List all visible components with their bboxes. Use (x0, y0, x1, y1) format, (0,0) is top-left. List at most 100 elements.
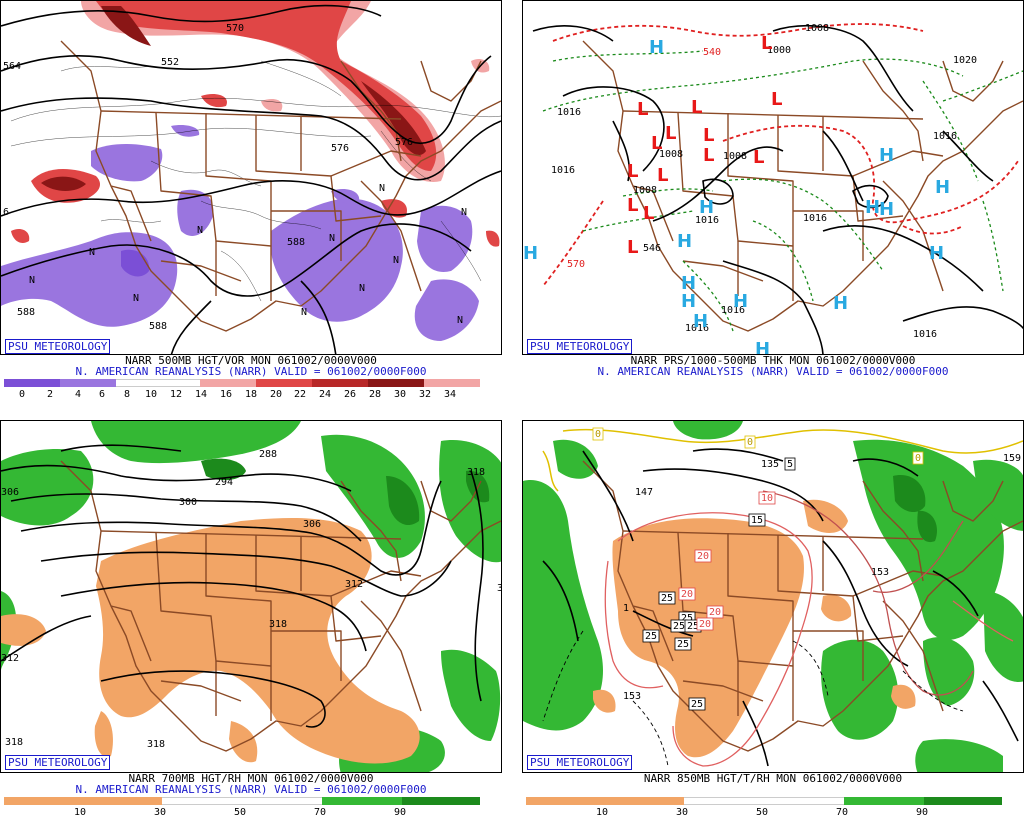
high-marker: H (879, 145, 894, 166)
contour-label: 6 (3, 207, 9, 218)
contour-label: 588 (149, 321, 167, 332)
height-contours (542, 448, 1019, 767)
contour-label: 318 (5, 737, 23, 748)
colorbar-tick: 50 (233, 807, 247, 818)
contour-label: 312 (1, 653, 19, 664)
vort-min-marker: N (301, 307, 307, 318)
temp-label: 25 (673, 621, 685, 632)
high-marker: H (929, 243, 944, 264)
isobar-label: 1016 (803, 213, 827, 224)
isobar-label: 1020 (953, 55, 977, 66)
isobar-label: 1008 (723, 151, 747, 162)
thickness-label: 546 (643, 243, 661, 254)
contour-label: 294 (215, 477, 233, 488)
caption-title: NARR 700MB HGT/RH MON 061002/0000V000 (128, 772, 374, 785)
high-marker: H (523, 243, 538, 264)
contour-label: 159 (1003, 453, 1021, 464)
high-marker: H (755, 339, 770, 355)
high-marker: H (865, 197, 880, 218)
temp-label: 20 (681, 589, 693, 600)
isobar-label: 1008 (659, 149, 683, 160)
colorbar-tick: 70 (835, 807, 849, 818)
isobar-label: 1008 (805, 23, 829, 34)
contour-label: 288 (259, 449, 277, 460)
colorbar-tick: 70 (313, 807, 327, 818)
vort-min-marker: N (359, 283, 365, 294)
isobar-label: 1016 (551, 165, 575, 176)
contour-label: 135 (761, 459, 779, 470)
low-marker: L (691, 97, 702, 118)
psu-badge: PSU METEOROLOGY (5, 339, 111, 354)
caption-valid: N. AMERICAN REANALYSIS (NARR) VALID = 06… (75, 365, 427, 378)
low-marker: L (753, 147, 764, 168)
temp-label: 15 (751, 515, 763, 526)
psu-badge: PSU METEOROLOGY (5, 755, 111, 770)
temp-label: 0 (595, 429, 601, 440)
rh-colorbar-labels: 10 30 50 70 90 (4, 807, 480, 819)
high-marker: H (681, 273, 696, 294)
height-contours (1, 4, 501, 354)
contour-label: 318 (147, 739, 165, 750)
low-marker: L (627, 237, 638, 258)
panel-500mb-hgt-vor: 564 552 570 576 576 588 588 588 6 N N N … (0, 0, 502, 400)
colorbar-tick: 0 (18, 389, 26, 400)
colorbar-tick: 30 (675, 807, 689, 818)
thickness-label: 540 (703, 47, 721, 58)
contour-label: 1 (623, 603, 629, 614)
high-marker: H (733, 291, 748, 312)
map-prs-thk: 1016 1016 1008 1008 1008 1016 1016 1016 … (522, 0, 1024, 355)
isobar-label: 1008 (633, 185, 657, 196)
temp-label: 25 (677, 639, 689, 650)
high-marker: H (833, 293, 848, 314)
temp-label: 25 (661, 593, 673, 604)
contour-label: 153 (623, 691, 641, 702)
temp-label: 0 (915, 453, 921, 464)
isobar-label: 1016 (695, 215, 719, 226)
high-pressure-centers: H H H H H H H H H H H H H H H (523, 37, 950, 355)
temperature-labels: 5 10 15 20 25 20 25 25 20 25 2 (592, 427, 924, 711)
low-marker: L (643, 203, 654, 224)
high-marker: H (699, 197, 714, 218)
contour-label: 300 (179, 497, 197, 508)
colorbar-tick: 6 (98, 389, 106, 400)
map-700mb: 288 294 300 306 312 318 318 318 306 312 … (0, 420, 502, 773)
low-marker: L (665, 123, 676, 144)
low-marker: L (657, 165, 668, 186)
vorticity-positive-shading (11, 1, 500, 247)
map-700mb-svg: 288 294 300 306 312 318 318 318 306 312 … (1, 421, 502, 772)
temp-label: 10 (761, 493, 773, 504)
contour-labels: 564 552 570 576 576 588 588 588 6 (3, 23, 413, 332)
colorbar-tick: 34 (443, 389, 457, 400)
contour-label: 3 (497, 583, 502, 594)
vort-min-marker: N (197, 225, 203, 236)
vort-min-marker: N (457, 315, 463, 326)
colorbar-tick: 22 (293, 389, 307, 400)
colorbar-tick: 10 (595, 807, 609, 818)
isobar-label: 1016 (721, 305, 745, 316)
map-850mb: 135 147 153 153 159 1 5 10 15 20 25 20 (522, 420, 1024, 773)
low-marker: L (627, 195, 638, 216)
contour-label: 312 (345, 579, 363, 590)
contour-label: 588 (287, 237, 305, 248)
contour-label: 147 (635, 487, 653, 498)
isobar-labels: 1016 1016 1008 1008 1008 1016 1016 1016 … (551, 23, 977, 340)
temp-label: 25 (691, 699, 703, 710)
temp-label: 20 (709, 607, 721, 618)
temp-label: 25 (687, 621, 699, 632)
contour-label: 588 (17, 307, 35, 318)
vort-min-marker: N (461, 207, 467, 218)
thickness-warm-contours (542, 23, 1019, 287)
low-marker: L (627, 161, 638, 182)
low-marker: L (637, 99, 648, 120)
high-marker: H (693, 311, 708, 332)
colorbar-tick: 12 (169, 389, 183, 400)
vorticity-colorbar (4, 379, 480, 387)
colorbar-tick: 14 (194, 389, 208, 400)
high-marker: H (681, 291, 696, 312)
colorbar-tick: 10 (144, 389, 158, 400)
caption-title: NARR PRS/1000-500MB THK MON 061002/0000V… (630, 354, 916, 367)
panel-700mb-hgt-rh: 288 294 300 306 312 318 318 318 306 312 … (0, 420, 502, 819)
colorbar-tick: 30 (393, 389, 407, 400)
contour-label: 318 (269, 619, 287, 630)
isobar-label: 1016 (685, 323, 709, 334)
